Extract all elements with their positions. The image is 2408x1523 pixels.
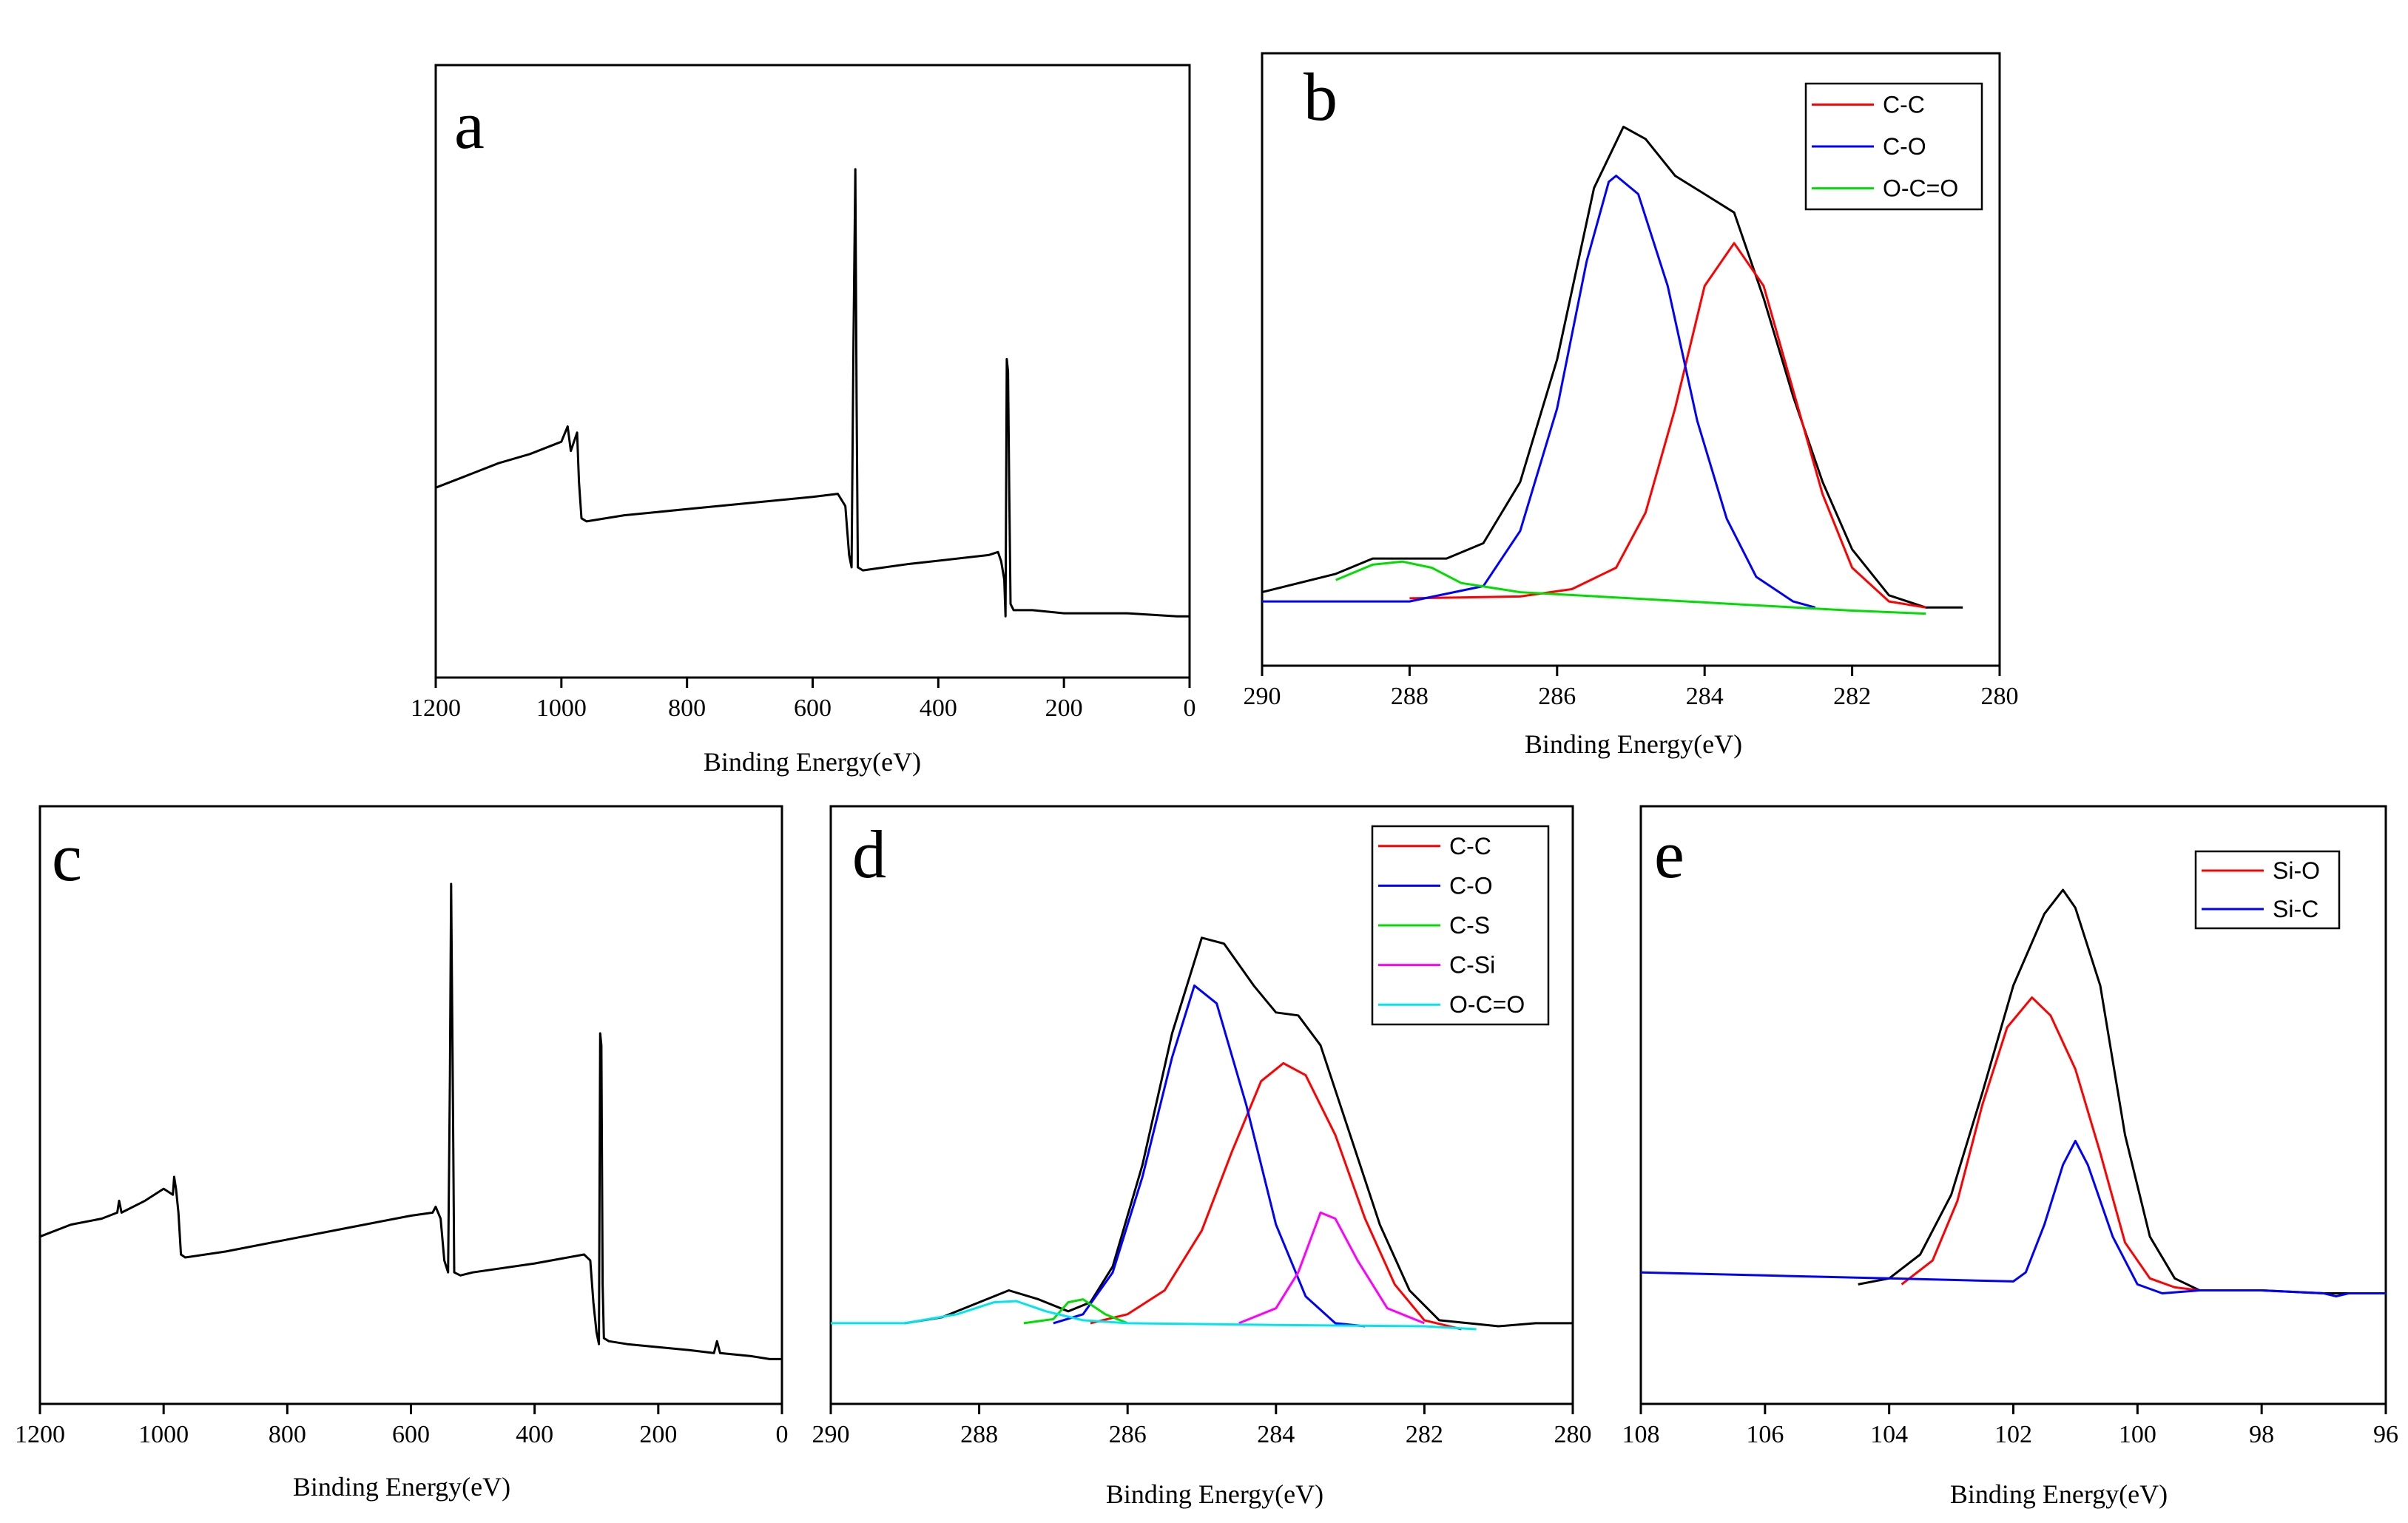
panel-d-legend: C-C C-O C-S C-Si O-C=O [1371,825,1550,1026]
panel-e-tick-label: 106 [1746,1421,1784,1448]
panel-e-tick-label: 96 [2373,1421,2398,1448]
panel-d-series-o-c-o [831,1300,1477,1331]
panel-c-xlabel: Binding Energy(eV) [293,1472,510,1502]
panel-e-legend: Si-O Si-C [2194,850,2341,930]
panel-b-series-c-c [1409,242,1926,609]
panel-b-tick-label: 282 [1833,683,1871,710]
panel-b-tick-label: 290 [1244,683,1281,710]
panel-a-tick-label: 200 [1045,695,1083,722]
panel-c-series [39,882,782,1360]
panel-b-legend-label: C-O [1883,133,1926,160]
panel-e-legend-label: Si-O [2273,857,2320,884]
panel-d-legend-label: C-C [1449,833,1491,860]
panel-d-series-c-si [1238,1211,1425,1325]
panel-c-tick-label: 1000 [138,1421,189,1448]
panel-d-xlabel: Binding Energy(eV) [1106,1479,1323,1509]
panel-a-tick-label: 0 [1184,695,1196,722]
panel-a-survey: a Binding Energy(eV) 1200 1000 800 600 400 20… [411,64,1196,777]
panel-d-legend-label: C-S [1449,912,1490,939]
panel-d-frame [829,805,1574,1405]
panel-b-xlabel: Binding Energy(eV) [1525,729,1742,759]
panel-b-legend: C-C C-O O-C=O [1804,82,1983,211]
panel-a-tick-label: 1200 [411,695,461,722]
panel-d-tick-label: 290 [812,1421,850,1448]
panel-d-tick-label: 286 [1109,1421,1147,1448]
panel-e-si2p: e Binding Energy(eV) 108 106 104 102 100 98 96… [1622,805,2398,1509]
panel-b-frame [1261,52,2001,667]
panel-a-series [435,168,1190,618]
panel-e-ticks: 108 106 104 102 100 98 96 [1622,1404,2398,1448]
panel-d-ticks: 290 288 286 284 282 280 [812,1404,1592,1448]
panel-e-legend-label: Si-C [2273,896,2318,922]
panel-b-series-c-o [1262,175,1816,609]
panel-d-legend-label: C-O [1449,872,1493,899]
panel-b-tick-label: 288 [1391,683,1429,710]
panel-e-tick-label: 108 [1622,1421,1660,1448]
panel-d-series-c-s [1023,1298,1128,1325]
panel-c-tick-label: 600 [392,1421,430,1448]
panel-d-legend-label: C-Si [1449,952,1495,979]
panel-c-series-survey [39,882,782,1360]
panel-b-legend-label: C-C [1883,91,1925,118]
panel-c-survey: c Binding Energy(eV) 1200 1000 800 600 400 20… [15,805,789,1502]
panel-e-series-si-c [1640,1140,2386,1298]
panel-e-tick-label: 100 [2119,1421,2156,1448]
panel-d-series-envelope [905,936,1573,1328]
panel-e-letter: e [1654,817,1684,892]
panel-b-series [1261,125,1963,615]
panel-c-ticks: 1200 1000 800 600 400 200 0 [15,1404,789,1448]
panel-b-series-envelope [1261,125,1963,609]
panel-b-ticks: 290 288 286 284 282 280 [1244,666,2019,710]
panel-d-c1s: d Binding Energy(eV) 290 288 286 284 282 280 … [812,805,1592,1509]
panel-a-series-survey [435,168,1190,618]
panel-a-letter: a [454,87,485,163]
panel-b-c1s: b Binding Energy(eV) 290 288 286 284 282 280 … [1244,52,2019,759]
panel-e-tick-label: 98 [2249,1421,2274,1448]
panel-c-tick-label: 800 [269,1421,306,1448]
panel-c-tick-label: 1200 [15,1421,65,1448]
panel-b-series-o-c-o [1335,560,1926,615]
panel-b-tick-label: 286 [1538,683,1576,710]
panel-e-tick-label: 104 [1870,1421,1908,1448]
panel-d-letter: d [852,817,886,892]
panel-a-tick-label: 600 [794,695,832,722]
panel-b-tick-label: 280 [1981,683,2019,710]
panel-a-tick-label: 1000 [536,695,587,722]
panel-a-tick-label: 800 [668,695,706,722]
panel-c-tick-label: 200 [639,1421,677,1448]
panel-c-letter: c [52,820,82,895]
panel-d-legend-label: O-C=O [1449,991,1525,1018]
panel-d-tick-label: 288 [960,1421,998,1448]
panel-d-tick-label: 280 [1554,1421,1592,1448]
panel-b-legend-label: O-C=O [1883,175,1958,202]
panel-d-series-c-o [1053,984,1366,1328]
panel-a-tick-label: 400 [920,695,957,722]
panel-b-letter: b [1304,59,1338,135]
panel-d-series [831,936,1573,1331]
panel-d-series-c-c [1090,1061,1462,1331]
panel-e-series [1640,888,2386,1298]
panel-a-ticks: 1200 1000 800 600 400 200 0 [411,678,1196,722]
panel-d-tick-label: 282 [1406,1421,1443,1448]
panel-e-xlabel: Binding Energy(eV) [1950,1479,2168,1509]
panel-d-tick-label: 284 [1257,1421,1295,1448]
panel-e-tick-label: 102 [1994,1421,2032,1448]
panel-b-tick-label: 284 [1686,683,1724,710]
panel-e-series-si-o [1901,996,2200,1291]
panel-a-xlabel: Binding Energy(eV) [704,747,921,777]
panel-c-tick-label: 0 [776,1421,789,1448]
panel-e-legend-box [2194,850,2341,930]
panel-c-tick-label: 400 [516,1421,553,1448]
